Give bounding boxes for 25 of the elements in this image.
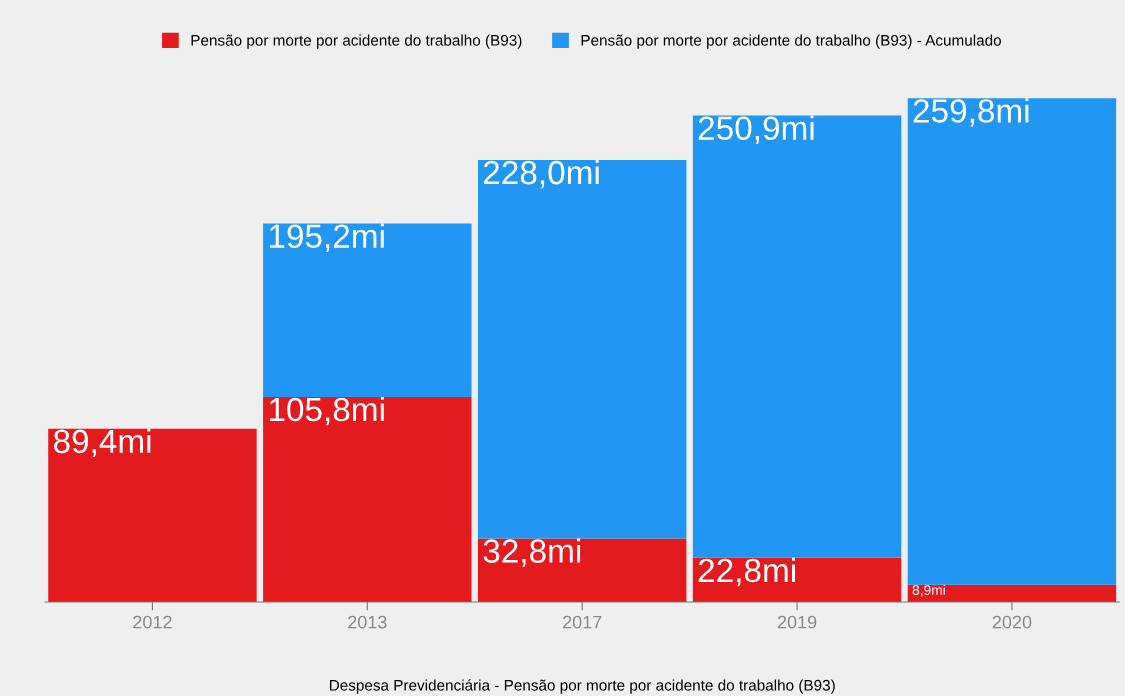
bar [263,223,472,397]
x-tick-label: 2013 [348,615,387,629]
total-label: 228,0mi [483,159,599,189]
x-axis-title: Despesa Previdenciária - Pensão por morte por acidente do trabalho (B93) [329,679,835,694]
legend-label: Pensão por morte por acidente do trabalho (B93) - Acumulado [581,34,1001,49]
x-tick-label: 2017 [563,615,602,629]
bar [477,159,687,539]
total-label: 250,9mi [698,115,814,144]
total-label: 259,8mi [913,98,1029,127]
data-label: 89,4mi [53,428,151,458]
legend-label: Pensão por morte por acidente do trabalho (B93) [191,34,522,49]
bar [477,538,687,603]
x-tick-label: 2012 [133,615,172,629]
bar [907,98,1117,585]
x-tick-label: 2019 [777,615,817,629]
bar [907,584,1117,603]
bar [692,115,902,558]
data-label: 8,9mi [912,584,945,597]
data-label: 32,8mi [483,538,581,567]
data-label: 105,8mi [269,396,384,426]
data-label: 22,8mi [698,557,795,587]
bar [263,396,472,603]
total-label: 195,2mi [269,223,384,252]
x-tick-label: 2020 [992,615,1032,629]
bar [48,428,257,603]
